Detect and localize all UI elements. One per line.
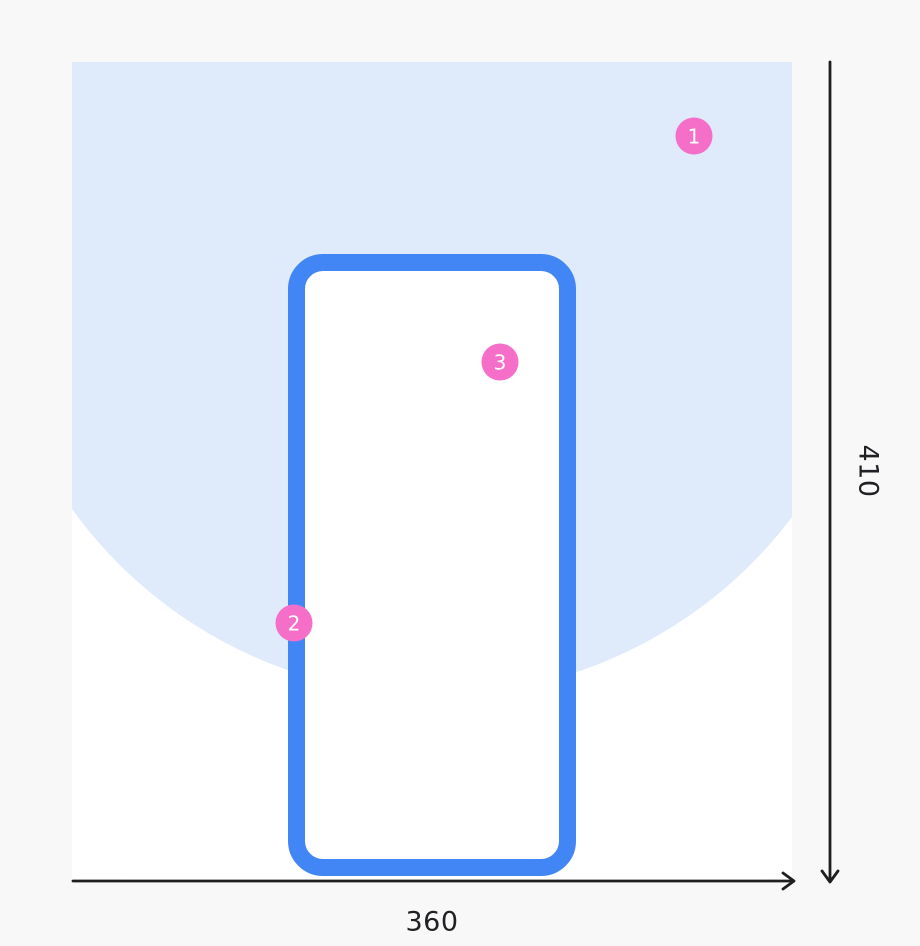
callout-marker-3: 3: [481, 343, 519, 381]
callout-marker-1: 1: [675, 117, 713, 155]
callout-marker-3-label: 3: [493, 350, 507, 374]
callout-marker-2-label: 2: [287, 611, 301, 635]
viewport-canvas: 1 2 3: [72, 62, 792, 881]
device-frame-outline: [288, 254, 576, 876]
callout-marker-1-label: 1: [687, 124, 701, 148]
callout-marker-2: 2: [275, 604, 313, 642]
height-dimension-label: 410: [852, 444, 884, 498]
width-dimension-label: 360: [405, 906, 459, 938]
height-dimension-arrow: [820, 60, 840, 884]
